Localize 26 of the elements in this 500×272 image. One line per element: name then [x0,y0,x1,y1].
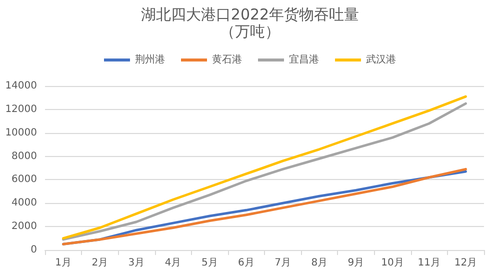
legend-label: 武汉港 [366,54,396,66]
x-tick-label: 11月 [418,258,440,268]
x-tick-label: 4月 [164,258,182,268]
chart-subtitle: （万吨） [220,22,280,40]
legend-label: 宜昌港 [289,54,319,66]
y-tick-label: 14000 [5,80,37,92]
y-tick-label: 2000 [12,221,37,232]
x-tick-label: 3月 [128,258,145,268]
x-tick-label: 10月 [381,258,404,268]
x-tick-label: 8月 [311,258,328,268]
x-tick-label: 9月 [348,258,364,268]
x-tick-label: 2月 [92,258,108,268]
x-tick-label: 12月 [454,258,478,268]
x-tick-label: 1月 [55,258,72,268]
x-tick-label: 5月 [201,258,218,268]
y-tick-label: 12000 [5,104,37,115]
x-tick-label: 6月 [238,258,254,268]
y-tick-label: 8000 [12,150,37,162]
y-tick-label: 4000 [12,198,37,209]
y-tick-label: 10000 [5,127,37,138]
legend-label: 黄石港 [212,54,242,66]
legend-label: 荆州港 [135,54,165,66]
y-tick-label: 0 [30,244,37,256]
chart-title: 湖北四大港口2022年货物吞吐量 [140,6,360,24]
x-tick-label: 7月 [274,258,291,268]
y-tick-label: 6000 [12,174,37,186]
